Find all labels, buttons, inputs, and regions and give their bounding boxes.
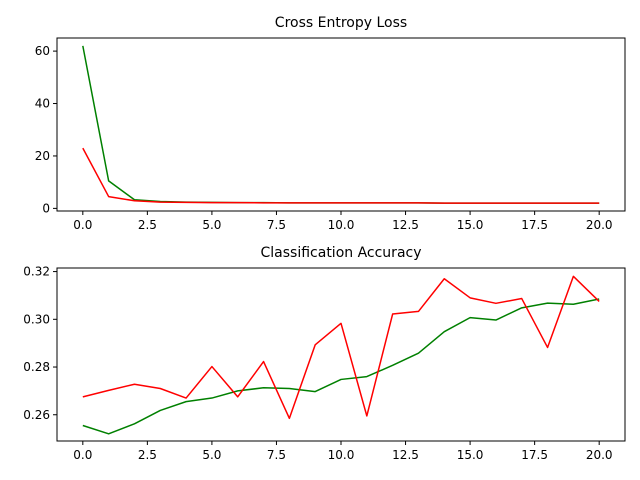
x-tick-label: 2.5 (138, 218, 157, 232)
y-tick-label: 0 (42, 201, 50, 215)
x-tick-label: 7.5 (267, 218, 286, 232)
subplot-2: 0.0 2.5 5.0 7.5 10.0 12.5 15.0 17.5 20.0 0.26 0.28… (23, 245, 625, 462)
x-tick-label: 17.5 (521, 218, 548, 232)
x-tick-label: 15.0 (457, 218, 484, 232)
x-tick-label: 10.0 (328, 218, 355, 232)
x-tick-label: 5.0 (202, 218, 221, 232)
series-line-test (83, 276, 599, 418)
x-tick-label: 20.0 (586, 448, 613, 462)
axes-frame (57, 38, 625, 211)
subplot-1: 0.0 2.5 5.0 7.5 10.0 12.5 15.0 17.5 20.0 0 20 40 60 C… (35, 15, 625, 232)
y-tick-label: 0.30 (23, 312, 50, 326)
x-tick-label: 12.5 (392, 448, 419, 462)
x-tick-label: 5.0 (202, 448, 221, 462)
x-tick-label: 15.0 (457, 448, 484, 462)
x-tick-label: 0.0 (73, 448, 92, 462)
y-tick-label: 0.28 (23, 360, 50, 374)
x-tick-label: 10.0 (328, 448, 355, 462)
series-line-train (83, 299, 599, 434)
series-line-test (83, 148, 599, 203)
y-tick-label: 20 (35, 149, 50, 163)
x-tick-label: 20.0 (586, 218, 613, 232)
x-tick-label: 17.5 (521, 448, 548, 462)
series-line-train (83, 46, 599, 203)
y-tick-label: 60 (35, 44, 50, 58)
chart-title: Cross Entropy Loss (275, 15, 407, 31)
y-tick-label: 0.32 (23, 265, 50, 279)
x-tick-label: 0.0 (73, 218, 92, 232)
y-tick-label: 40 (35, 97, 50, 111)
x-tick-label: 7.5 (267, 448, 286, 462)
x-tick-label: 2.5 (138, 448, 157, 462)
y-tick-label: 0.26 (23, 408, 50, 422)
x-tick-label: 12.5 (392, 218, 419, 232)
axes-frame (57, 268, 625, 441)
chart-title: Classification Accuracy (261, 245, 422, 261)
